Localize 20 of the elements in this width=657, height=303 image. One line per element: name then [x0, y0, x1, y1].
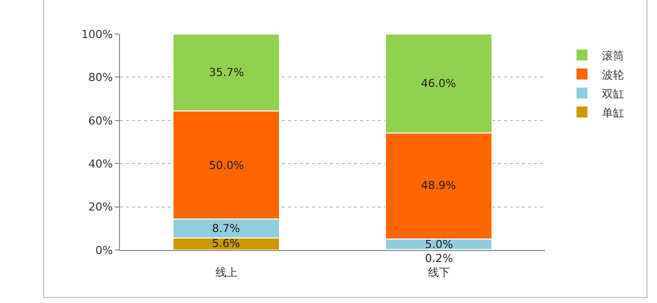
y-tick-label: 100%	[81, 28, 113, 41]
data-label: 0.2%	[425, 252, 453, 265]
data-label: 5.6%	[212, 237, 240, 250]
data-label: 50.0%	[209, 159, 244, 172]
y-tick-label: 20%	[88, 200, 113, 214]
y-tick-label: 60%	[88, 114, 113, 128]
y-tick-label: 40%	[88, 157, 113, 170]
data-label: 8.7%	[212, 222, 240, 235]
x-tick-label: 线下	[428, 266, 450, 280]
legend-label: 滚筒	[602, 49, 624, 62]
data-label: 48.9%	[421, 179, 456, 192]
y-tick-label: 0%	[95, 244, 113, 257]
y-tick-label: 80%	[88, 71, 113, 84]
data-label: 5.0%	[425, 238, 453, 251]
x-tick-label: 线上	[215, 266, 238, 280]
data-label: 35.7%	[209, 66, 244, 79]
legend-label: 单缸	[602, 106, 624, 120]
legend-label: 双缸	[602, 87, 624, 100]
data-label: 46.0%	[421, 77, 456, 90]
legend-label: 波轮	[602, 68, 624, 82]
